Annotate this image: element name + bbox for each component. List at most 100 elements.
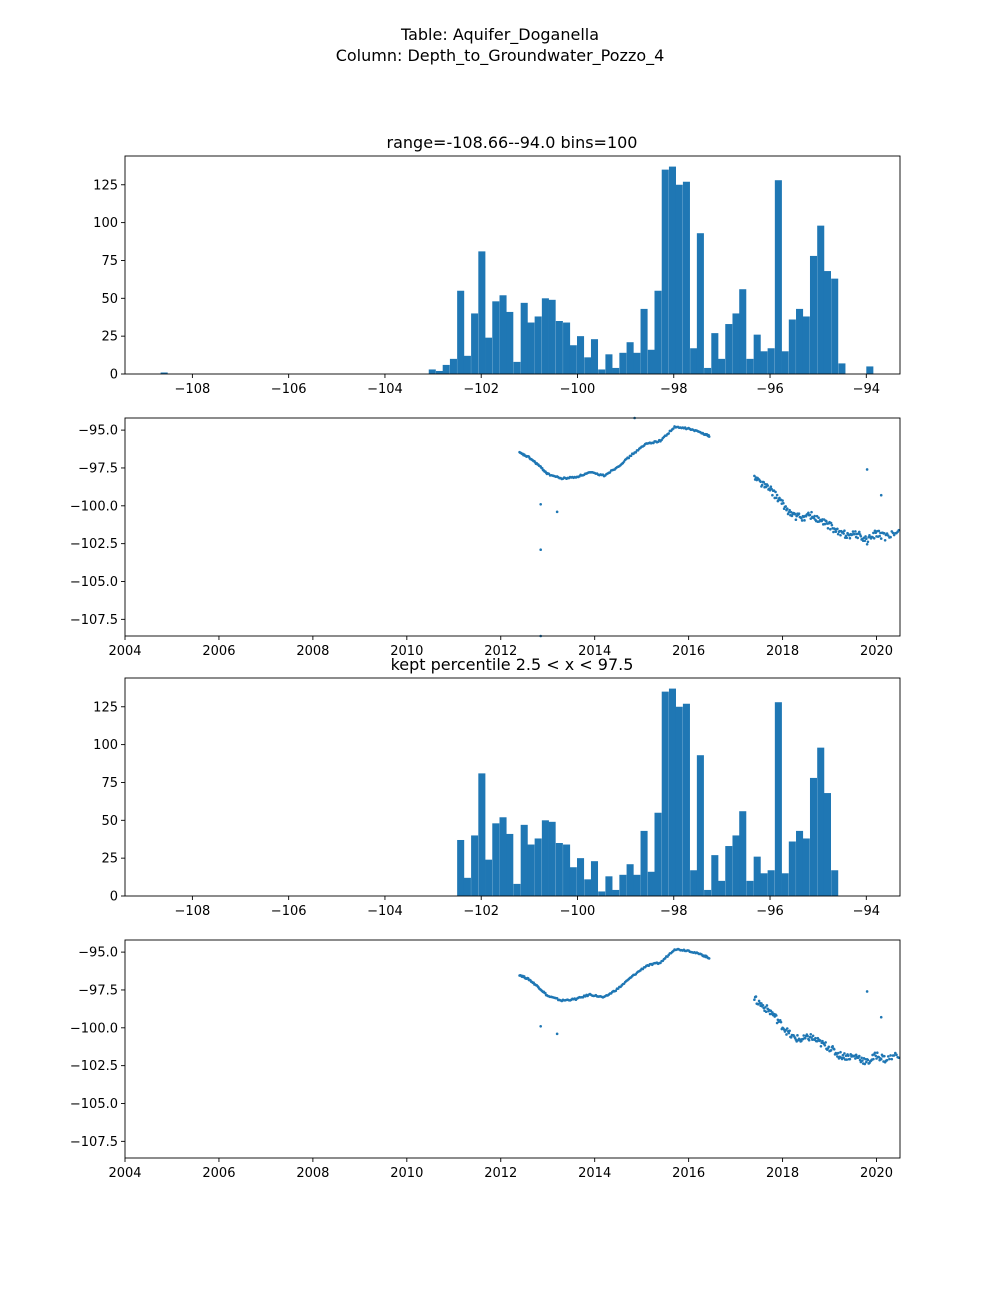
- scatter-point: [766, 484, 769, 487]
- scatter-point: [787, 1031, 791, 1035]
- histogram-bar: [696, 755, 704, 896]
- scatter-point: [614, 989, 618, 993]
- scatter-point: [803, 519, 806, 522]
- histogram-bar: [449, 358, 457, 374]
- histogram-bar: [774, 702, 782, 896]
- histogram-bar: [753, 856, 761, 896]
- scatter-point: [847, 1054, 850, 1058]
- histogram-bar: [746, 358, 754, 374]
- histogram-bar: [527, 844, 535, 896]
- histogram-bar: [661, 169, 669, 375]
- histogram-bar: [654, 290, 662, 374]
- scatter-point: [759, 480, 762, 484]
- histogram-bar: [633, 352, 641, 374]
- y-tick-label: −107.5: [70, 613, 118, 628]
- histogram-bar: [711, 333, 719, 375]
- scatter-point: [774, 490, 777, 494]
- histogram-bar: [506, 311, 514, 374]
- scatter-point: [770, 487, 773, 491]
- scatter-point: [865, 542, 869, 546]
- histogram-bar: [619, 874, 627, 896]
- histogram-bar: [520, 302, 528, 374]
- y-tick-label: 0: [110, 890, 118, 905]
- histogram-bar: [696, 233, 704, 374]
- timeseries-raw: 2004 2006 2008 2010 2012 2014 2016 2018 2020 −95.…: [70, 416, 901, 659]
- scatter-point: [789, 1036, 793, 1039]
- scatter-point: [839, 1050, 842, 1054]
- histogram-bar: [640, 830, 648, 896]
- scatter-point: [778, 496, 781, 500]
- scatter-point: [707, 435, 711, 438]
- histogram-raw: range=-108.66--94.0 bins=100 −108 −106 −10…: [93, 133, 901, 397]
- y-tick-label: −97.5: [78, 461, 118, 476]
- histogram-bar: [668, 166, 676, 374]
- x-tick-label: 2020: [860, 644, 893, 659]
- x-tick-label: −106: [271, 382, 307, 397]
- suptitle-line-1: Table: Aquifer_Doganella: [400, 25, 599, 45]
- scatter-point: [836, 532, 840, 536]
- scatter-point: [874, 1054, 878, 1058]
- scatter-point: [707, 957, 711, 960]
- histogram-bar: [732, 313, 740, 374]
- scatter-point: [827, 1045, 831, 1049]
- scatter-point: [814, 1036, 817, 1040]
- scatter-point: [826, 527, 830, 530]
- x-tick-label: −104: [367, 382, 403, 397]
- histogram-bar: [598, 369, 606, 374]
- histogram-bar: [612, 367, 620, 374]
- histogram-bar: [739, 811, 747, 896]
- scatter-point: [782, 501, 785, 505]
- scatter-point: [797, 512, 801, 516]
- y-tick-label: 50: [101, 292, 118, 307]
- scatter-point: [815, 1039, 819, 1043]
- x-tick-label: 2006: [202, 644, 235, 659]
- y-tick-label: −107.5: [70, 1135, 118, 1150]
- histogram-bar: [640, 308, 648, 374]
- scatter-point: [879, 537, 883, 540]
- x-tick-label: −102: [463, 382, 499, 397]
- histogram-bar: [802, 838, 810, 896]
- scatter-point-outlier: [555, 510, 559, 514]
- scatter-point: [771, 493, 774, 497]
- histogram-bar: [513, 883, 521, 896]
- scatter-point: [796, 1034, 799, 1037]
- scatter-point: [844, 534, 848, 538]
- scatter-point: [757, 999, 761, 1003]
- histogram-bar: [584, 357, 592, 374]
- scatter-point: [800, 516, 803, 520]
- scatter-point-outlier: [539, 548, 542, 552]
- histogram-bar: [838, 363, 846, 374]
- histogram-bar: [492, 301, 500, 374]
- histogram-bar: [809, 777, 818, 896]
- scatter-point: [785, 1033, 788, 1036]
- histogram-bar: [541, 298, 549, 374]
- histogram-bar: [760, 873, 768, 896]
- scatter-point: [851, 530, 855, 533]
- histogram-bar: [492, 823, 500, 896]
- histogram-bar: [781, 351, 789, 374]
- scatter-point: [762, 481, 766, 484]
- x-tick-label: 2004: [108, 1166, 141, 1181]
- scatter-point: [883, 1054, 886, 1058]
- scatter-point: [807, 1038, 811, 1042]
- scatter-point: [860, 1056, 863, 1060]
- x-tick-label: 2018: [766, 644, 799, 659]
- histogram-bar: [160, 372, 168, 374]
- x-tick-label: 2008: [296, 644, 329, 659]
- x-tick-label: 2004: [108, 644, 141, 659]
- scatter-point: [800, 519, 804, 522]
- scatter-point: [892, 1054, 896, 1057]
- x-tick-label: 2010: [390, 644, 423, 659]
- scatter-point: [781, 499, 784, 502]
- scatter-point: [810, 510, 813, 514]
- y-tick-label: −100.0: [70, 1021, 118, 1036]
- histogram-bar: [590, 861, 599, 896]
- scatter-point: [836, 1051, 840, 1055]
- histogram-bar: [809, 255, 818, 374]
- histogram-bar: [823, 271, 831, 374]
- histogram-bar: [555, 321, 563, 374]
- x-tick-label: 2016: [672, 644, 705, 659]
- scatter-point: [809, 517, 813, 520]
- x-tick-label: −94: [853, 382, 880, 397]
